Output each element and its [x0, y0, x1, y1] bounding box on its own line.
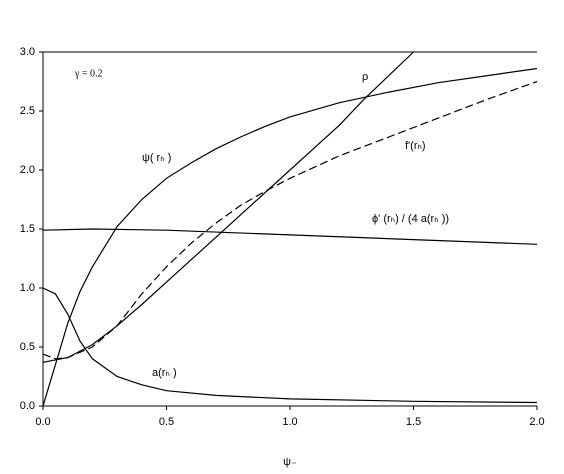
y-tick-label: 2.0: [20, 164, 35, 176]
y-tick-label: 1.5: [20, 223, 35, 235]
series-label: f'(rₕ): [405, 140, 426, 152]
annotation: γ = 0.2: [74, 68, 103, 79]
x-axis-label: ψ₋: [283, 456, 297, 468]
series-line: [42, 287, 538, 404]
series-label: a(rₕ ): [152, 367, 177, 379]
y-tick-label: 1.0: [20, 282, 35, 294]
x-tick-label: 1.0: [282, 416, 297, 428]
x-tick-label: 2.0: [529, 416, 544, 428]
series-label: ϕ' (rₕ) / (4 a(rₕ )): [372, 213, 449, 225]
y-tick-label: 0.0: [20, 400, 35, 412]
series-line: [42, 228, 538, 245]
series-line: [42, 67, 538, 407]
x-tick-label: 1.5: [406, 416, 421, 428]
x-tick-label: 0.0: [35, 416, 50, 428]
y-tick-label: 0.5: [20, 341, 35, 353]
y-tick-label: 3.0: [20, 46, 35, 58]
x-tick-label: 0.5: [159, 416, 174, 428]
y-tick-label: 2.5: [20, 105, 35, 117]
series-label: ψ( rₕ ): [142, 152, 171, 164]
series-line: [42, 51, 414, 363]
series-label: ρ: [362, 71, 368, 83]
series-line: [42, 80, 538, 360]
